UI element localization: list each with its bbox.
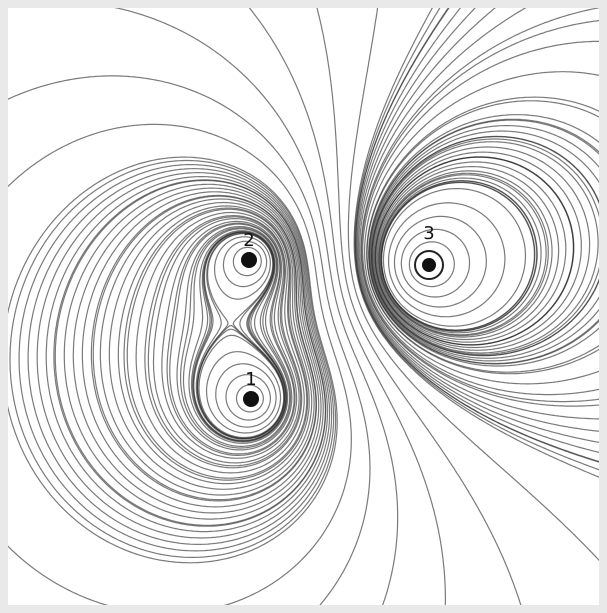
field-line [214,236,272,300]
field-line [374,156,575,346]
field-line [193,231,287,442]
field-line [205,351,282,434]
wire-1 [243,391,259,407]
field-line [190,230,288,443]
field-line [45,176,329,533]
field-line [393,215,487,308]
field-line [380,180,538,332]
field-line [147,216,302,467]
field-line [152,218,300,464]
field-line [114,8,399,605]
field-line [8,156,338,564]
canvas [8,8,599,605]
wire-3 [422,258,436,272]
field-line [360,8,599,407]
field-line [18,164,335,552]
field-line [371,141,599,354]
field-line [81,191,320,508]
field-line [169,223,295,455]
field-line [369,125,599,362]
field-line [371,138,599,355]
field-line [378,172,549,337]
field-line [382,188,527,327]
field-line [388,202,506,318]
ring [414,250,444,280]
field-line [63,183,324,520]
field-line [372,146,591,351]
field-line [161,220,298,459]
field-line [176,226,293,451]
field-line [222,240,268,288]
field-line [72,187,322,514]
wire-label: 3 [423,223,434,244]
field-line [144,215,303,469]
field-line [123,207,309,481]
field-line [362,40,599,396]
field-line [225,374,271,421]
field-line [99,198,315,496]
field-line [347,8,599,562]
field-line [9,159,337,558]
field-line [400,228,471,298]
field-line [354,8,599,463]
field-line [235,384,265,413]
field-line [357,8,599,432]
field-line [373,151,582,349]
field-line [359,8,599,420]
field-line [354,8,599,471]
wire-label: 2 [243,230,254,251]
field-line [188,230,289,444]
wire-label: 1 [245,369,256,390]
field-line [198,334,285,439]
field-line [353,8,599,478]
field-line [92,195,317,501]
field-line [8,75,371,605]
field-line [27,167,333,545]
field-line [368,118,599,365]
field-line [379,177,542,334]
field-line [108,201,313,490]
field-line [248,8,446,605]
wire-2 [241,252,257,268]
field-line [408,241,455,288]
field-line [364,71,599,385]
field-line [8,123,352,605]
field-line [135,211,305,474]
field-line [117,205,310,485]
field-line [36,172,331,539]
field-line [166,222,296,456]
field-line [366,96,599,375]
field-line [316,8,522,605]
field-line [232,246,262,277]
field-line [371,135,599,357]
field-line [126,208,308,479]
field-line [355,8,599,454]
field-line [376,166,560,341]
field-line [375,161,567,343]
field-line [356,8,599,444]
field-line [182,228,291,447]
field-line [180,227,292,449]
field-line [53,179,327,527]
field-line [361,19,599,403]
field-line [215,363,277,428]
field-line [377,170,553,338]
field-line [196,233,285,440]
field-line [370,130,599,359]
